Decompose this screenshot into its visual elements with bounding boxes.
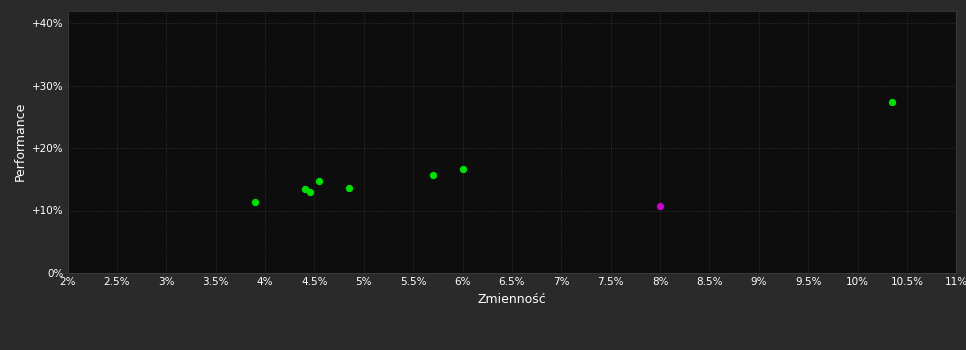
Point <box>297 186 312 191</box>
Point <box>301 189 317 195</box>
X-axis label: Zmienność: Zmienność <box>477 293 547 306</box>
Y-axis label: Performance: Performance <box>14 102 26 181</box>
Point <box>652 203 668 209</box>
Point <box>247 199 263 205</box>
Point <box>455 167 470 172</box>
Point <box>312 178 327 184</box>
Point <box>885 99 900 105</box>
Point <box>425 172 440 178</box>
Point <box>341 185 356 191</box>
